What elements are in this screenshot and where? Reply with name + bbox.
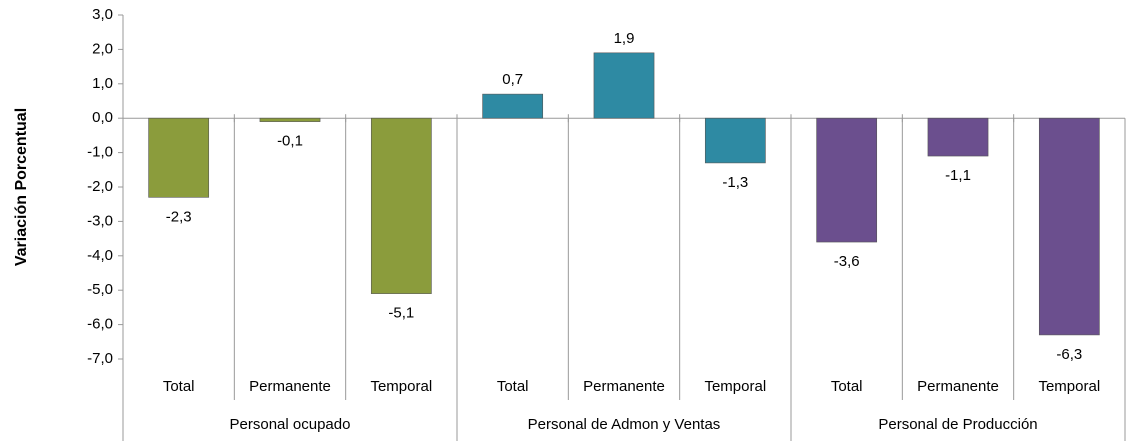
y-tick-label: -1,0 (87, 144, 113, 161)
x-tick-label: Total (831, 378, 863, 395)
bar (259, 117, 321, 122)
x-tick-label: Total (497, 378, 529, 395)
y-tick-label: 2,0 (92, 40, 113, 57)
y-tick-label: -4,0 (87, 247, 113, 264)
value-label: -1,1 (945, 167, 971, 184)
y-tick-label: 3,0 (92, 6, 113, 23)
value-label: -6,3 (1056, 346, 1082, 363)
group-label: Personal de Admon y Ventas (528, 416, 721, 433)
group-label: Personal de Producción (878, 416, 1037, 433)
bar (704, 117, 766, 164)
value-label: 1,9 (614, 30, 635, 47)
y-tick-label: -3,0 (87, 212, 113, 229)
x-tick-label: Total (163, 378, 195, 395)
x-tick-label: Permanente (583, 378, 665, 395)
bar (593, 52, 655, 119)
x-tick-label: Temporal (1038, 378, 1100, 395)
value-label: -0,1 (277, 133, 303, 150)
x-tick-label: Permanente (249, 378, 331, 395)
value-label: -1,3 (722, 174, 748, 191)
value-label: 0,7 (502, 71, 523, 88)
value-label: -3,6 (834, 253, 860, 270)
value-label: -2,3 (166, 208, 192, 225)
y-tick-label: -6,0 (87, 316, 113, 333)
y-axis-label: Variación Porcentual (13, 108, 30, 266)
x-tick-label: Temporal (370, 378, 432, 395)
y-tick-label: -7,0 (87, 350, 113, 367)
y-tick-label: -2,0 (87, 178, 113, 195)
y-tick-label: -5,0 (87, 281, 113, 298)
value-label: -5,1 (388, 305, 414, 322)
bar (148, 117, 210, 198)
x-tick-label: Permanente (917, 378, 999, 395)
bar (927, 117, 989, 157)
bar (370, 117, 432, 294)
y-tick-label: 1,0 (92, 75, 113, 92)
x-tick-label: Temporal (704, 378, 766, 395)
group-label: Personal ocupado (230, 416, 351, 433)
bar (1038, 117, 1100, 336)
bar (482, 93, 544, 119)
y-tick-label: 0,0 (92, 109, 113, 126)
bar (816, 117, 878, 243)
